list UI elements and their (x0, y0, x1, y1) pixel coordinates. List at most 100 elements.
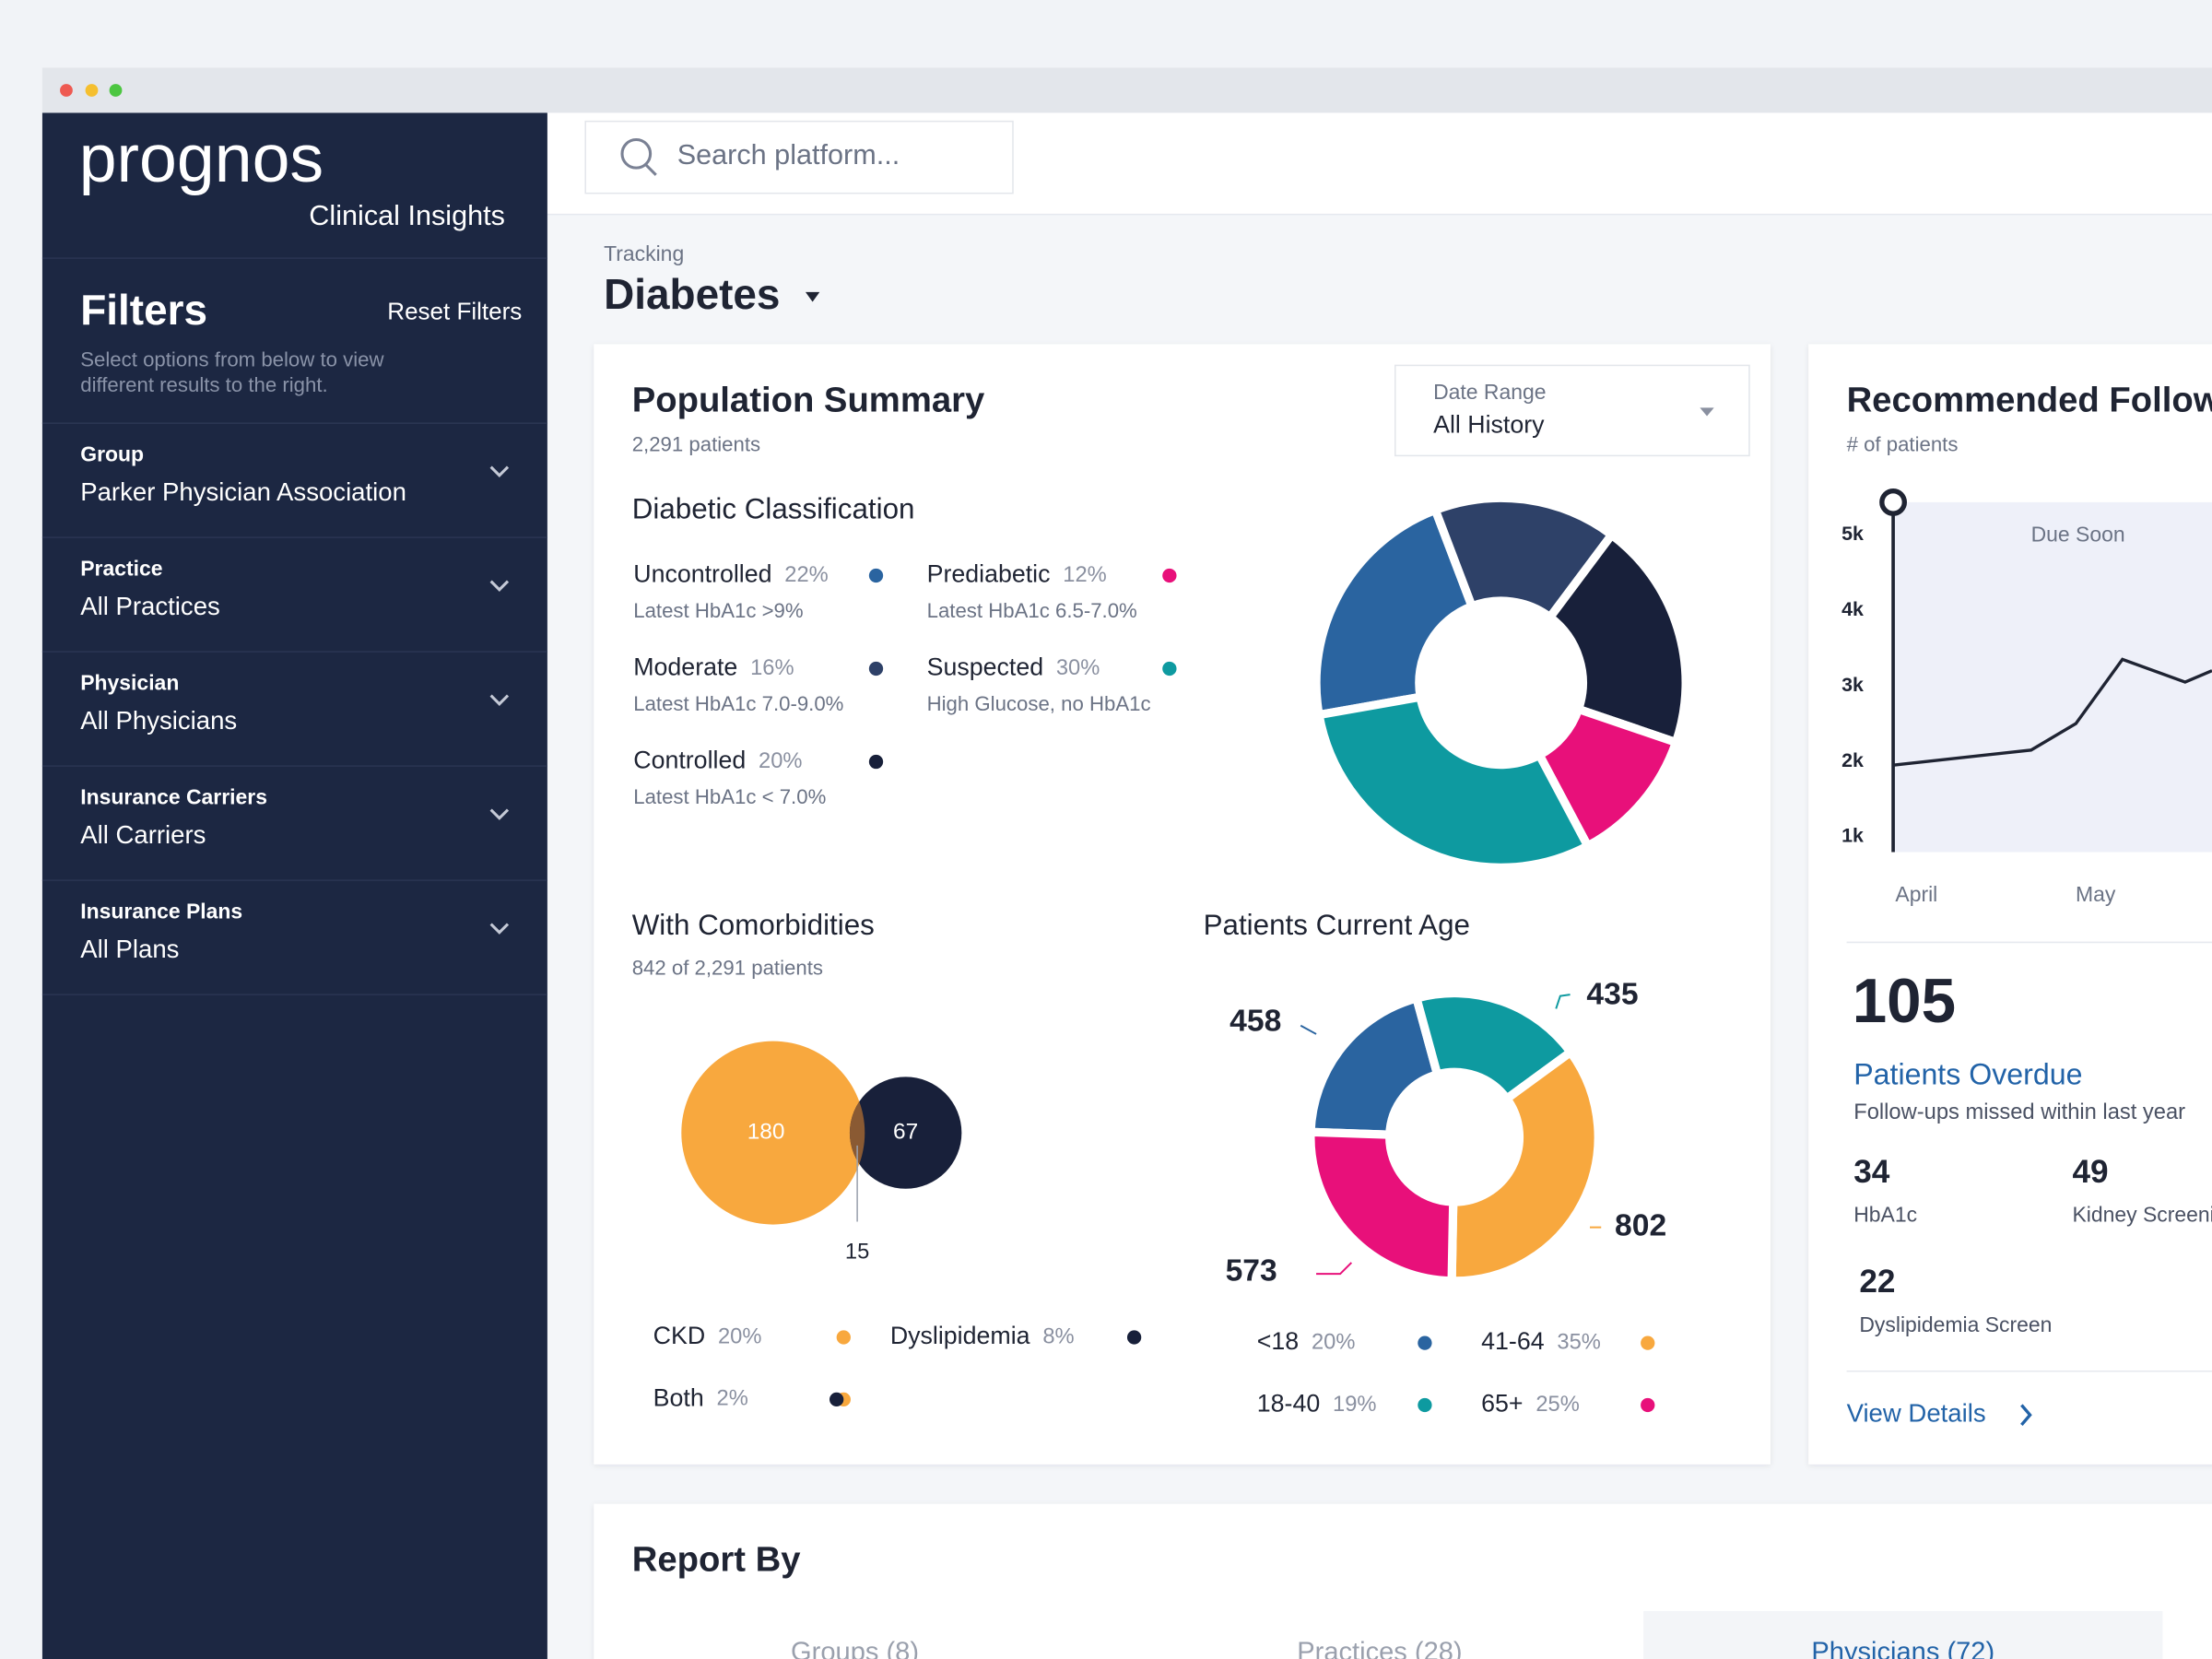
legend-name: 41-64 (1481, 1327, 1545, 1355)
venn-value: 67 (893, 1120, 918, 1145)
legend-percent: 22% (784, 563, 828, 587)
legend-description: High Glucose, no HbA1c (927, 692, 1151, 715)
filter-chevron[interactable] (489, 808, 510, 820)
window-close[interactable] (60, 84, 73, 97)
filter-chevron[interactable] (489, 694, 510, 706)
filter-label: Physician (80, 670, 179, 694)
report-tab[interactable]: Practices (28) (1297, 1638, 1462, 1659)
filter-chevron[interactable] (489, 923, 510, 935)
brand-logo: prognos (79, 120, 324, 196)
venn-value: 180 (747, 1120, 785, 1145)
chart-annotation: Due Soon (2031, 523, 2125, 547)
date-range-caret (1700, 407, 1714, 417)
window-bar (41, 67, 2212, 113)
view-details-link[interactable]: View Details (1847, 1398, 1986, 1427)
venn-overlap-value: 15 (845, 1240, 869, 1264)
donut-segment (1544, 528, 1690, 748)
age-count: 435 (1586, 978, 1638, 1012)
report-tab[interactable]: Groups (8) (791, 1638, 919, 1659)
donut-segment (1306, 1127, 1458, 1286)
filter-chevron[interactable] (489, 580, 510, 592)
filter-hint: different results to the right. (80, 373, 327, 396)
legend-name: Prediabetic (927, 560, 1051, 588)
filter-value[interactable]: All Practices (80, 592, 220, 620)
section-title: With Comorbidities (632, 909, 875, 941)
breakdown-count: 22 (1859, 1264, 1895, 1300)
overdue-note: Follow-ups missed within last year (1853, 1100, 2185, 1124)
legend-dot (868, 754, 884, 770)
legend-name: CKD (653, 1322, 706, 1349)
legend-percent: 25% (1535, 1393, 1579, 1417)
breakdown-label: HbA1c (1853, 1202, 1917, 1226)
y-tick-label: 1k (1841, 825, 1864, 847)
time-handle[interactable] (1879, 488, 1908, 516)
filter-chevron[interactable] (489, 465, 510, 477)
filter-value[interactable]: All Carriers (80, 820, 206, 849)
filter-label: Insurance Carriers (80, 784, 267, 808)
tracking-value[interactable]: Diabetes (604, 270, 780, 318)
section-title: Patients Current Age (1204, 909, 1470, 941)
venn-set (849, 1077, 962, 1189)
breakdown-count: 34 (1853, 1154, 1890, 1190)
report-tab[interactable]: Physicians (72) (1811, 1638, 1994, 1659)
legend-name: <18 (1257, 1327, 1299, 1355)
window-minimize[interactable] (85, 84, 99, 97)
card-title: Report By (632, 1539, 801, 1579)
search-placeholder[interactable]: Search platform... (677, 139, 900, 171)
window-maximize[interactable] (109, 84, 123, 97)
card-subtitle: # of patients (1847, 433, 1959, 456)
legend-percent: 19% (1333, 1393, 1376, 1417)
search-box[interactable] (584, 120, 1014, 194)
filter-value[interactable]: All Physicians (80, 706, 237, 735)
date-range-select[interactable] (1394, 364, 1750, 457)
legend-dot (1418, 1397, 1432, 1413)
legend-dot (1162, 568, 1177, 583)
sidebar-title: Filters (80, 286, 207, 334)
tracking-caret[interactable] (805, 291, 820, 302)
legend-dot (868, 661, 884, 677)
age-count: 458 (1230, 1005, 1281, 1039)
count-leader (1316, 1262, 1353, 1276)
donut-segment (1447, 1046, 1603, 1286)
breakdown-count: 49 (2072, 1154, 2108, 1190)
legend-dot (1126, 1330, 1142, 1345)
active-tab-background (1643, 1610, 2163, 1659)
legend-dot (830, 1392, 844, 1407)
count-leader (1300, 1024, 1317, 1035)
line-series (1892, 657, 2212, 767)
tracking-label: Tracking (604, 241, 684, 265)
legend-name: Dyslipidemia (890, 1322, 1030, 1349)
legend-name: Controlled (633, 747, 746, 774)
card-title: Recommended Follow-ups (1847, 380, 2212, 419)
section-subtitle: 842 of 2,291 patients (632, 956, 823, 979)
filter-hint: Select options from below to view (80, 348, 384, 371)
legend-description: Latest HbA1c < 7.0% (633, 785, 826, 808)
legend-description: Latest HbA1c >9% (633, 599, 803, 622)
donut-segment (1306, 993, 1443, 1139)
brand-tagline: Clinical Insights (309, 200, 505, 231)
filter-value[interactable]: All Plans (80, 935, 179, 963)
venn-set (681, 1041, 865, 1225)
x-tick-label: May (2076, 882, 2116, 906)
legend-percent: 20% (1312, 1330, 1355, 1354)
legend-dot (1641, 1335, 1655, 1350)
reset-filters[interactable]: Reset Filters (387, 298, 522, 325)
legend-percent: 20% (759, 749, 802, 773)
filter-label: Group (80, 441, 144, 465)
legend-dot (1418, 1335, 1432, 1350)
legend-name: Uncontrolled (633, 560, 771, 588)
search-icon-handle (644, 163, 657, 176)
y-tick-label: 5k (1841, 523, 1864, 545)
legend-dot (1162, 661, 1177, 677)
y-tick-label: 2k (1841, 749, 1864, 771)
legend-name: Suspected (927, 653, 1043, 681)
age-count: 573 (1226, 1254, 1277, 1288)
legend-percent: 2% (717, 1387, 748, 1411)
date-range-value[interactable]: All History (1433, 410, 1545, 438)
filter-value[interactable]: Parker Physician Association (80, 477, 406, 506)
legend-dot (1641, 1397, 1655, 1413)
filter-label: Practice (80, 556, 162, 580)
